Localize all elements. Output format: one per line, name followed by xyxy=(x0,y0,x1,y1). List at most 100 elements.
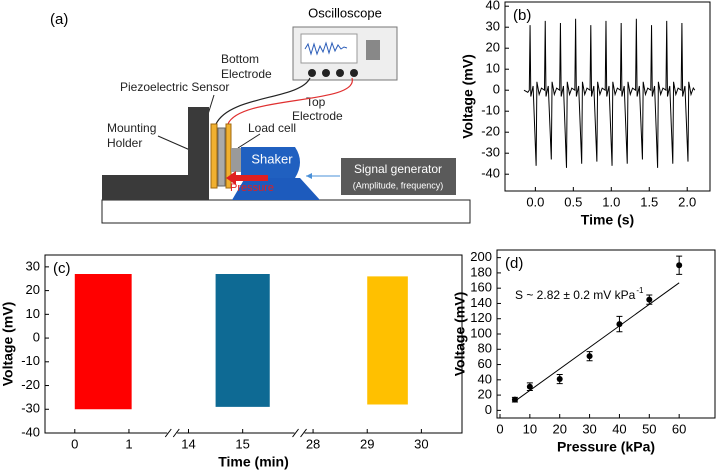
x-tick-label: 28 xyxy=(306,436,320,451)
annotation-sup: -1 xyxy=(636,286,644,295)
data-point xyxy=(586,353,593,360)
y-tick-label: 180 xyxy=(470,264,492,279)
chart-panel: -40 -30 -20 -10 0 10 20 30 0 1 14 15 28 29 30 Time (min… xyxy=(0,254,463,470)
scope-knob xyxy=(350,69,358,77)
y-tick-label: 40 xyxy=(478,371,492,386)
x-tick-label: 20 xyxy=(552,421,566,436)
scope-panel xyxy=(366,40,380,60)
axis-break-gap xyxy=(167,430,178,436)
signal-line xyxy=(523,18,696,168)
y-tick-label: 0 xyxy=(485,402,492,417)
data-point xyxy=(676,262,683,269)
x-tick-label: 10 xyxy=(523,421,537,436)
x-axis-title: Pressure (kPa) xyxy=(557,439,655,455)
scope-knob xyxy=(308,69,316,77)
y-tick-label: -20 xyxy=(21,377,40,392)
signal-arrow xyxy=(306,173,312,179)
top-electrode-label: Electrode xyxy=(292,109,343,123)
x-tick-label: 50 xyxy=(642,421,656,436)
x-tick-label: 15 xyxy=(235,436,249,451)
pressure-arrow xyxy=(226,171,268,185)
panel-label: (b) xyxy=(513,7,531,24)
axis-break xyxy=(164,428,172,438)
bottom-electrode-label: Bottom xyxy=(221,52,259,66)
oscilloscope-label: Oscilloscope xyxy=(308,5,382,20)
x-axis-title: Time (s) xyxy=(581,212,634,228)
signal-band xyxy=(367,276,408,405)
y-tick-label: 20 xyxy=(478,387,492,402)
axis-break xyxy=(300,428,307,438)
x-tick-label: 0.5 xyxy=(564,194,582,209)
load-cell xyxy=(231,148,241,172)
bottom-electrode-label: Electrode xyxy=(221,67,272,81)
generator-label: Signal generator xyxy=(354,162,442,176)
x-tick-label: 30 xyxy=(582,421,596,436)
y-tick-label: 10 xyxy=(26,306,40,321)
y-tick-label: -20 xyxy=(481,124,500,139)
panel-label: (d) xyxy=(505,255,523,272)
x-tick-label: 1.0 xyxy=(602,194,620,209)
signal-band xyxy=(215,273,270,407)
x-tick-label: 0.0 xyxy=(526,194,544,209)
x-tick-label: 2.0 xyxy=(678,194,696,209)
wire xyxy=(215,77,311,125)
y-tick-label: 20 xyxy=(486,40,500,55)
plot-frame xyxy=(44,254,463,434)
plot-frame xyxy=(504,1,711,192)
y-tick-label: 0 xyxy=(493,82,500,97)
panel-label: (a) xyxy=(50,11,68,28)
y-tick-label: 30 xyxy=(486,19,500,34)
load-cell-label: Load cell xyxy=(248,121,296,135)
data-point xyxy=(646,296,653,303)
holder-label: Mounting xyxy=(107,121,156,135)
y-tick-label: -30 xyxy=(481,145,500,160)
wire xyxy=(227,77,353,125)
x-tick-label: 30 xyxy=(414,436,428,451)
x-tick-label: 0 xyxy=(496,421,503,436)
y-tick-label: 140 xyxy=(470,295,492,310)
holder-label: Holder xyxy=(107,136,142,150)
y-tick-label: 120 xyxy=(470,310,492,325)
pointer xyxy=(157,135,191,151)
x-tick-label: 0 xyxy=(71,436,78,451)
x-tick-label: 29 xyxy=(360,436,374,451)
annotation: S ~ 2.82 ± 0.2 mV kPa xyxy=(515,288,636,302)
sensor xyxy=(217,127,226,187)
axis-break xyxy=(172,428,180,438)
y-tick-label: 60 xyxy=(478,356,492,371)
platform xyxy=(101,199,471,224)
y-tick-label: 200 xyxy=(470,249,492,264)
signal-band xyxy=(74,273,132,410)
panel-label: (c) xyxy=(53,260,71,277)
y-tick-label: -40 xyxy=(21,424,40,439)
pointer xyxy=(237,133,261,149)
x-tick-label: 40 xyxy=(612,421,626,436)
electrode xyxy=(210,123,218,189)
setup-diagram: (a) Oscilloscope Bottom Electrode Piezoe… xyxy=(50,5,471,224)
signal-generator xyxy=(341,158,456,195)
axis-break xyxy=(292,428,299,438)
y-tick-label: 20 xyxy=(26,282,40,297)
y-axis-title: Voltage (mV) xyxy=(0,302,16,387)
y-axis-title: Voltage (mV) xyxy=(452,292,468,377)
shaker-label: Shaker xyxy=(251,151,293,166)
x-tick-label: 60 xyxy=(672,421,686,436)
y-tick-label: 160 xyxy=(470,280,492,295)
x-tick-label: 1 xyxy=(125,436,132,451)
fit-line xyxy=(514,282,680,402)
scope-screen xyxy=(300,33,358,64)
axis-break-gap xyxy=(294,430,305,436)
chart-panel: -40 -30 -20 -10 0 10 20 30 40 0.0 0.5 1.0 1.5 2.0 Time… xyxy=(460,0,711,228)
y-axis-title: Voltage (mV) xyxy=(460,54,476,139)
y-tick-label: -10 xyxy=(21,353,40,368)
shaker-body xyxy=(241,147,300,178)
y-tick-label: 10 xyxy=(486,61,500,76)
shaker-base xyxy=(232,178,320,200)
y-tick-label: -10 xyxy=(481,103,500,118)
x-tick-label: 1.5 xyxy=(640,194,658,209)
scope-wave xyxy=(304,41,348,56)
scope-knob xyxy=(336,69,344,77)
mounting-holder xyxy=(102,107,209,200)
